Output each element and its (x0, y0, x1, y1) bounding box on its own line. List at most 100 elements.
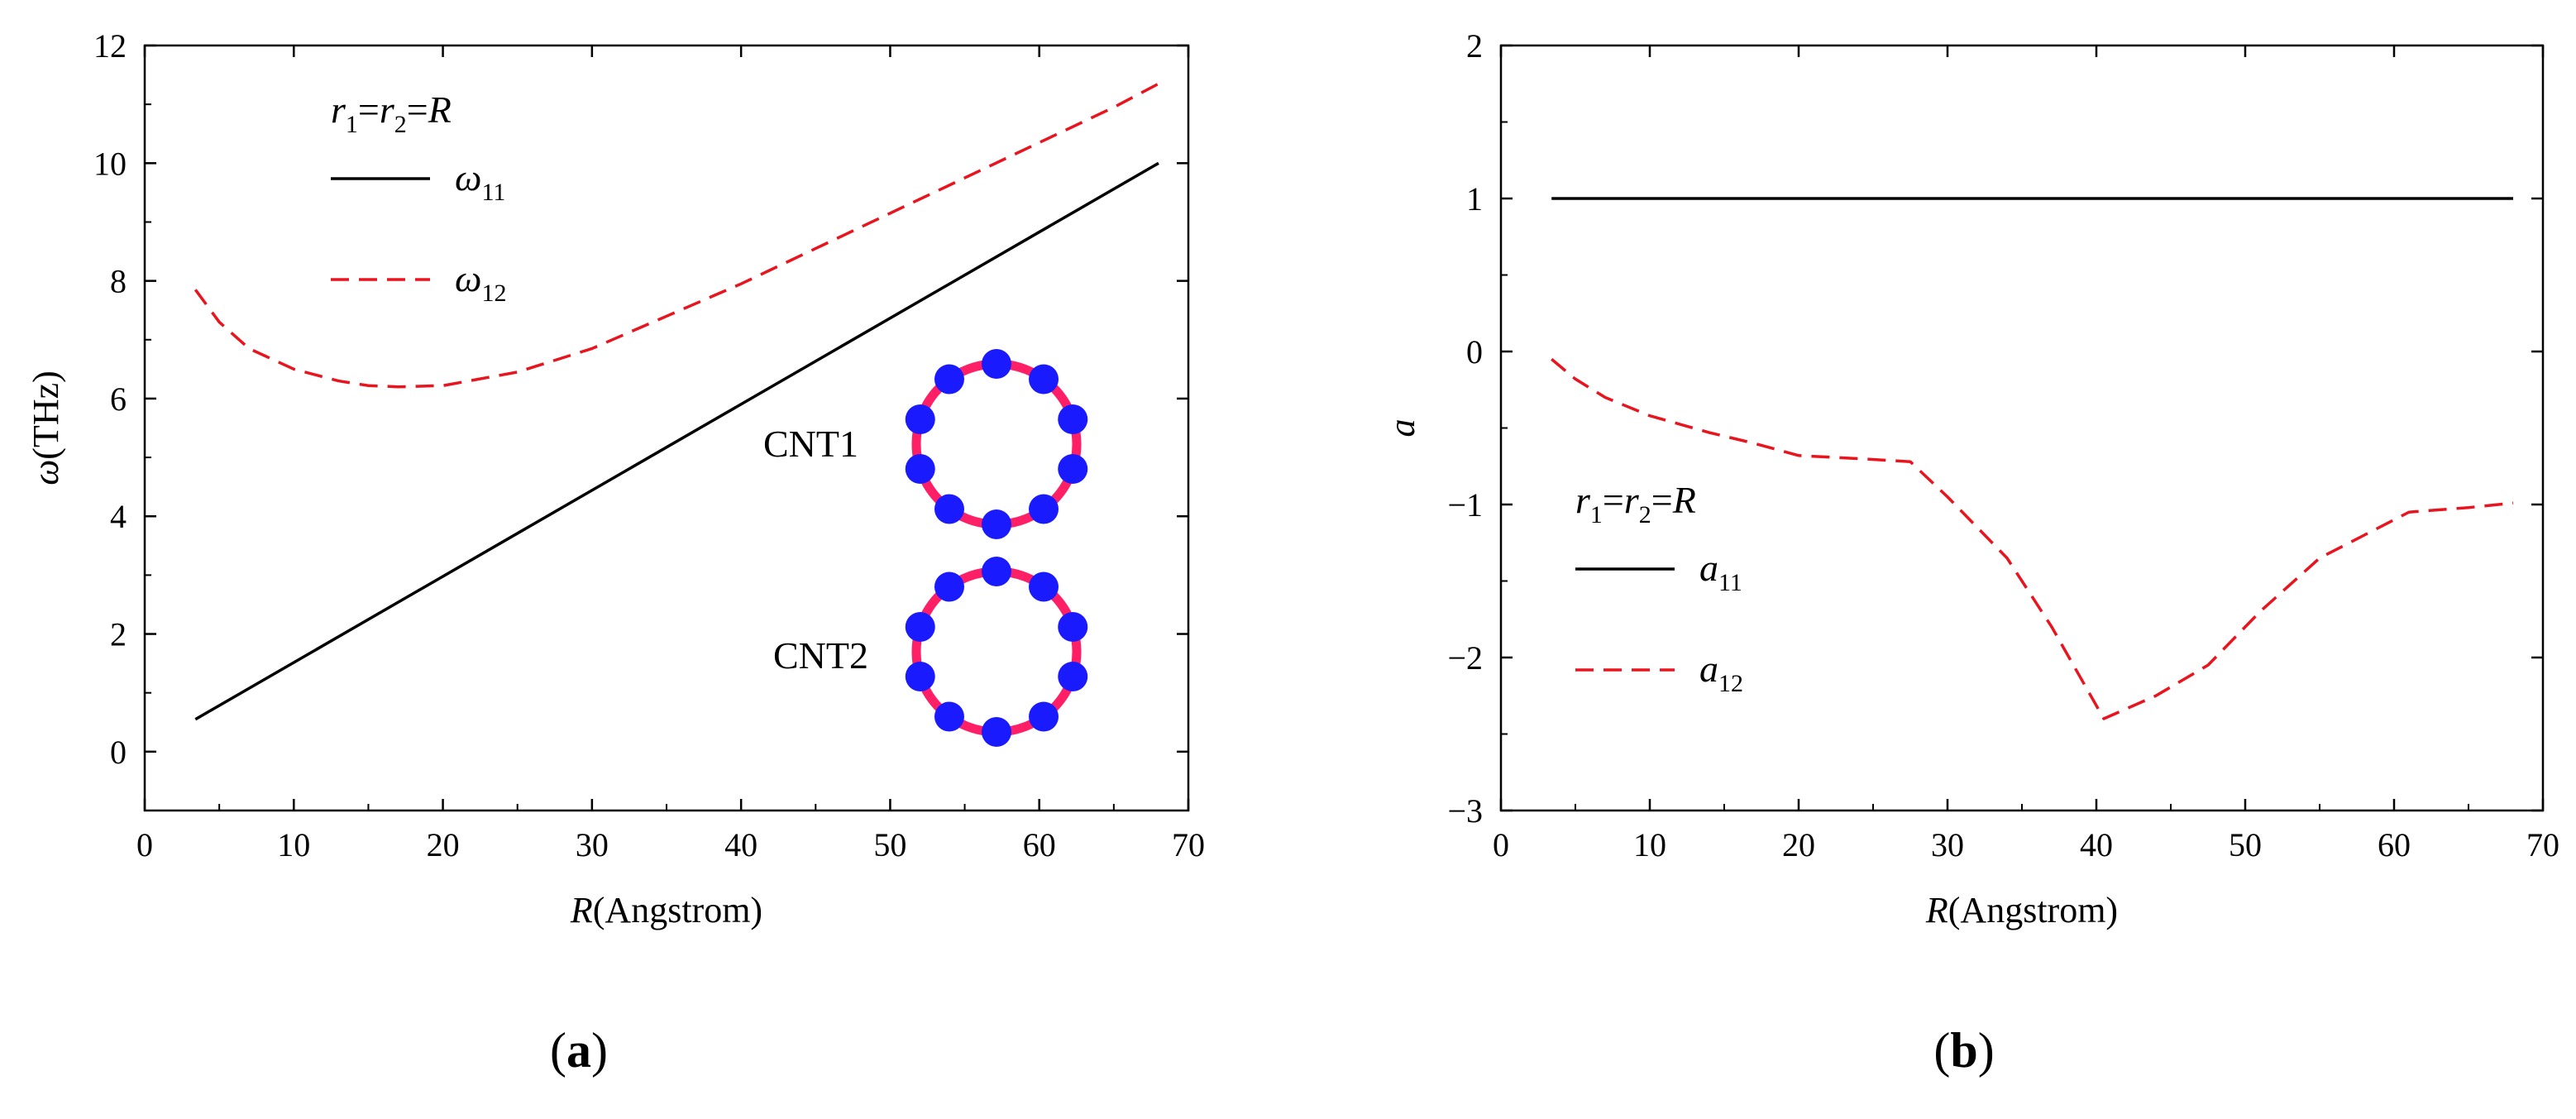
y-tick-label: 2 (110, 616, 127, 653)
series-line-a12 (1551, 357, 2514, 720)
cnt2-atom (905, 612, 935, 643)
plot-frame (1499, 44, 2545, 812)
legend-entry-var: a (1699, 648, 1718, 690)
cnt1-atom (934, 364, 964, 395)
series-line-ω12 (194, 82, 1159, 389)
cnt1-atom (905, 453, 935, 484)
y-tick-label: −3 (1447, 792, 1483, 830)
x-tick-label: 20 (427, 826, 460, 863)
cnt2-atom (982, 557, 1011, 586)
cnt2-atom (1058, 661, 1088, 691)
y-axis-var: ω (26, 460, 66, 485)
cnt1-atom (982, 509, 1011, 539)
legend-entry-var: a (1699, 547, 1718, 589)
y-axis-var: a (1382, 419, 1422, 438)
y-axis-label: a (1382, 419, 1422, 438)
legend-entry-ω12: ω12 (455, 257, 506, 307)
y-axis-label: ω(THz) (26, 371, 66, 485)
x-axis-unit: (Angstrom) (1948, 890, 2118, 930)
x-axis-unit: (Angstrom) (593, 890, 762, 930)
cnt2-label: CNT2 (773, 634, 868, 677)
x-tick-label: 0 (136, 826, 153, 863)
cnt1-label: CNT1 (763, 423, 858, 465)
legend-entry-var: ω (455, 257, 481, 299)
cnt2-label-text: CNT (773, 634, 849, 677)
cnt1-atom (1058, 404, 1088, 435)
x-tick-label: 50 (873, 826, 906, 863)
cnt1-atom (1058, 453, 1088, 484)
cnt2-atom (905, 661, 935, 691)
y-tick-label: 8 (110, 263, 127, 300)
chart-panel-a: 0 10 20 30 40 50 60 70024681012R(Angstrom)ω(THz… (26, 27, 1205, 1078)
legend-entry-ω11: ω11 (455, 156, 505, 206)
legend-title-r2: r (1624, 479, 1640, 521)
y-tick-label: 1 (1466, 180, 1483, 218)
cnt2-atom (1029, 701, 1059, 732)
panel-paren-close: ) (1978, 1023, 1995, 1078)
legend-title-eq1: = (1603, 479, 1624, 521)
y-tick-label: 10 (93, 145, 127, 182)
cnt2-atom (982, 717, 1011, 747)
x-tick-label: 60 (2378, 826, 2411, 863)
legend-title-R: R (1672, 479, 1696, 521)
cnt1-atom (1029, 494, 1059, 524)
legend-entry-var: ω (455, 156, 481, 198)
cnt2-atom (1029, 571, 1059, 602)
panel-label: (b) (1933, 1023, 1994, 1078)
legend-entry-a11: a11 (1699, 547, 1742, 596)
legend-title-R: R (428, 88, 452, 131)
x-tick-label: 20 (1782, 826, 1815, 863)
x-tick-label: 50 (2229, 826, 2262, 863)
legend-entry-sub: 11 (1718, 569, 1742, 596)
y-tick-label: 2 (1466, 27, 1483, 65)
x-axis-var: R (1925, 890, 1948, 930)
legend-entry-sub: 11 (481, 179, 505, 206)
y-tick-label: 0 (1466, 333, 1483, 371)
y-tick-label: 12 (93, 27, 127, 65)
cnt1-label-sub: 1 (839, 423, 858, 465)
legend-title-eq1: = (358, 88, 380, 131)
panel-paren-close: ) (591, 1023, 608, 1078)
series-line-ω11 (194, 161, 1159, 721)
legend-title-sub1: 1 (1590, 501, 1603, 528)
y-tick-label: −1 (1447, 486, 1483, 524)
panel-letter: a (566, 1023, 591, 1078)
x-tick-label: 40 (724, 826, 758, 863)
x-tick-label: 70 (2526, 826, 2559, 863)
cnt2-label-sub: 2 (849, 634, 868, 677)
x-axis-label: R(Angstrom) (1925, 890, 2118, 930)
cnt2-atom (1058, 612, 1088, 643)
panel-label: (a) (550, 1023, 608, 1078)
y-tick-label: 6 (110, 380, 127, 418)
x-tick-label: 10 (277, 826, 310, 863)
legend-title-sub2: 2 (1639, 501, 1651, 528)
cnt2-atom (934, 571, 964, 602)
cnt2-atom (934, 701, 964, 732)
cnt1-atom (1029, 364, 1059, 395)
x-tick-label: 30 (576, 826, 609, 863)
legend-entry-sub: 12 (1718, 670, 1743, 697)
x-tick-label: 70 (1172, 826, 1205, 863)
legend-title-r2: r (380, 88, 395, 131)
y-tick-label: 0 (110, 734, 127, 771)
legend-title: r1=r2=R (1575, 479, 1696, 528)
y-tick-label: −2 (1447, 639, 1483, 677)
x-tick-label: 60 (1023, 826, 1056, 863)
y-axis-unit: (THz) (26, 371, 66, 460)
plot-frame (143, 44, 1190, 812)
legend-title: r1=r2=R (331, 88, 452, 138)
x-tick-label: 10 (1633, 826, 1666, 863)
panel-paren-open: ( (550, 1023, 566, 1078)
x-tick-label: 0 (1493, 826, 1509, 863)
cnt1-label-text: CNT (763, 423, 839, 465)
cnt1-atom (905, 404, 935, 435)
legend-entry-sub: 12 (481, 280, 506, 307)
y-tick-label: 4 (110, 498, 127, 535)
cnt1-atom (982, 349, 1011, 379)
panel-paren-open: ( (1933, 1023, 1950, 1078)
x-tick-label: 30 (1931, 826, 1964, 863)
x-axis-label: R(Angstrom) (570, 890, 762, 930)
cnt1-atom (934, 494, 964, 524)
